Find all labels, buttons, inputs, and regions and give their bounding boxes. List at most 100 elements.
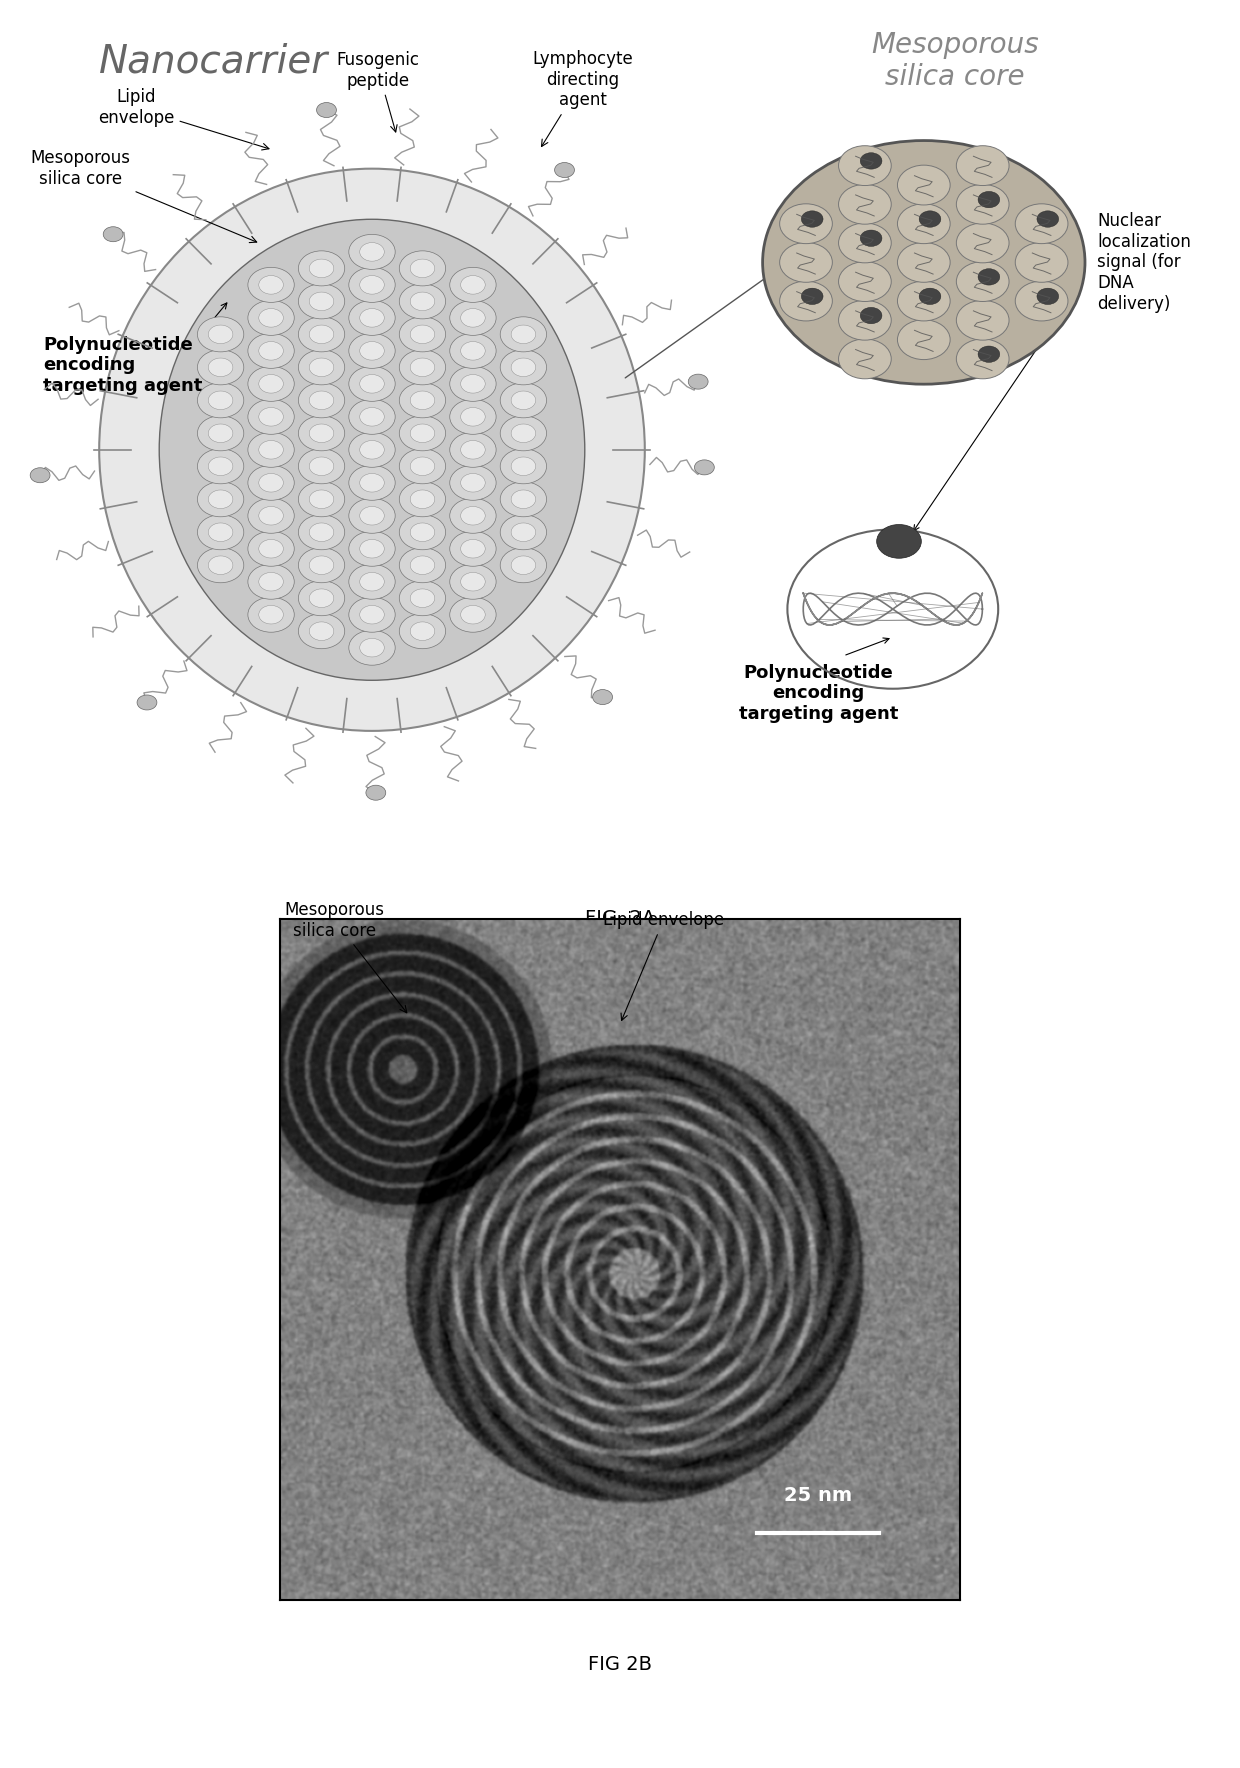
Circle shape <box>103 226 123 242</box>
Text: Polynucleotide
encoding
targeting agent: Polynucleotide encoding targeting agent <box>739 663 898 723</box>
Circle shape <box>450 564 496 599</box>
Circle shape <box>309 589 334 608</box>
Circle shape <box>511 555 536 575</box>
Circle shape <box>898 242 950 283</box>
Circle shape <box>780 281 832 322</box>
Circle shape <box>978 191 999 209</box>
Circle shape <box>208 555 233 575</box>
Circle shape <box>259 506 283 525</box>
Circle shape <box>450 598 496 633</box>
Circle shape <box>399 415 445 451</box>
Circle shape <box>248 267 294 302</box>
Circle shape <box>360 474 384 492</box>
Text: Mesoporous
silica core: Mesoporous silica core <box>31 149 257 242</box>
Circle shape <box>399 285 445 318</box>
Circle shape <box>348 499 396 534</box>
Circle shape <box>197 350 244 385</box>
Circle shape <box>410 622 435 640</box>
Circle shape <box>461 605 485 624</box>
Circle shape <box>861 230 882 246</box>
Circle shape <box>197 548 244 583</box>
Circle shape <box>956 223 1009 263</box>
Circle shape <box>299 548 345 583</box>
Circle shape <box>259 573 283 591</box>
Circle shape <box>299 481 345 516</box>
Circle shape <box>500 548 547 583</box>
Circle shape <box>838 184 892 225</box>
Circle shape <box>410 424 435 442</box>
Circle shape <box>410 391 435 410</box>
Circle shape <box>500 350 547 385</box>
Circle shape <box>399 384 445 417</box>
Circle shape <box>1016 281 1068 322</box>
Circle shape <box>259 440 283 460</box>
Circle shape <box>259 605 283 624</box>
Circle shape <box>801 210 823 228</box>
Circle shape <box>399 481 445 516</box>
Circle shape <box>360 440 384 460</box>
Circle shape <box>410 359 435 377</box>
Circle shape <box>410 589 435 608</box>
Circle shape <box>461 375 485 392</box>
Circle shape <box>248 334 294 368</box>
Circle shape <box>399 350 445 385</box>
Circle shape <box>259 309 283 327</box>
Circle shape <box>956 339 1009 378</box>
Circle shape <box>500 514 547 550</box>
Ellipse shape <box>99 168 645 730</box>
Circle shape <box>688 375 708 389</box>
Circle shape <box>511 456 536 476</box>
Circle shape <box>511 424 536 442</box>
Circle shape <box>299 285 345 318</box>
Circle shape <box>259 341 283 361</box>
Circle shape <box>450 530 496 566</box>
Circle shape <box>554 163 574 177</box>
Circle shape <box>366 785 386 801</box>
Circle shape <box>208 325 233 343</box>
Circle shape <box>360 309 384 327</box>
Circle shape <box>511 523 536 541</box>
Circle shape <box>197 449 244 484</box>
Circle shape <box>511 391 536 410</box>
Circle shape <box>956 145 1009 186</box>
Circle shape <box>399 580 445 615</box>
Circle shape <box>309 292 334 311</box>
Circle shape <box>898 281 950 322</box>
Circle shape <box>461 573 485 591</box>
Circle shape <box>511 359 536 377</box>
Circle shape <box>461 539 485 559</box>
Circle shape <box>450 366 496 401</box>
Circle shape <box>461 506 485 525</box>
Circle shape <box>410 555 435 575</box>
Circle shape <box>399 449 445 484</box>
Circle shape <box>348 267 396 302</box>
Circle shape <box>208 490 233 509</box>
Circle shape <box>309 555 334 575</box>
Text: Polynucleotide
encoding
targeting agent: Polynucleotide encoding targeting agent <box>43 336 203 396</box>
Circle shape <box>299 251 345 286</box>
Circle shape <box>1016 203 1068 244</box>
Circle shape <box>898 203 950 244</box>
Circle shape <box>461 341 485 361</box>
Circle shape <box>309 325 334 343</box>
Circle shape <box>299 415 345 451</box>
Circle shape <box>309 391 334 410</box>
Circle shape <box>450 334 496 368</box>
Text: Lipid envelope: Lipid envelope <box>603 911 724 1020</box>
Circle shape <box>208 359 233 377</box>
Circle shape <box>500 316 547 352</box>
Circle shape <box>208 391 233 410</box>
Circle shape <box>360 506 384 525</box>
Text: FIG. 2A: FIG. 2A <box>585 909 655 928</box>
Circle shape <box>978 269 999 285</box>
Circle shape <box>461 309 485 327</box>
Circle shape <box>898 320 950 359</box>
Circle shape <box>461 440 485 460</box>
Circle shape <box>593 690 613 705</box>
Circle shape <box>399 548 445 583</box>
Circle shape <box>348 564 396 599</box>
Circle shape <box>500 449 547 484</box>
Circle shape <box>780 242 832 283</box>
Text: Mesoporous
silica core: Mesoporous silica core <box>285 902 407 1013</box>
Circle shape <box>348 598 396 633</box>
